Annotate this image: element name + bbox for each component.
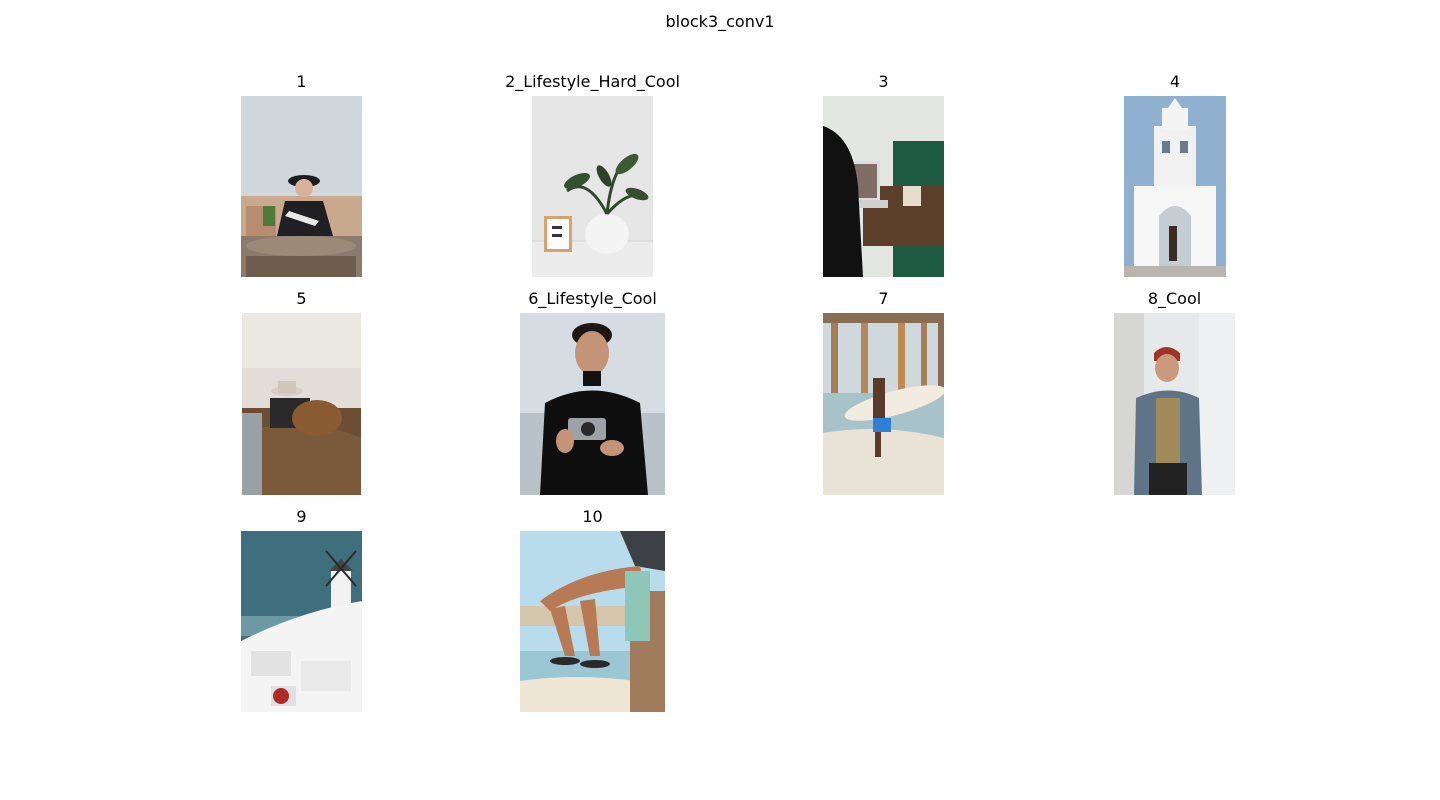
photo-bed-hat [242,313,361,495]
image-panel-9: 9 [241,507,362,712]
image-panel-6: 6_Lifestyle_Cool [520,289,665,495]
photo-surfer-pier [823,313,944,495]
image-panel-8: 8_Cool [1114,289,1235,495]
image-panel-4: 4 [1124,72,1226,277]
image-panel-1: 1 [241,72,362,277]
figure-title: block3_conv1 [665,12,775,31]
image-panel-10: 10 [520,507,665,712]
photo-laptop [823,96,944,277]
image-title: 7 [878,289,889,308]
image-title: 6_Lifestyle_Cool [528,289,657,308]
image-panel-2: 2_Lifestyle_Hard_Cool [505,72,680,277]
image-panel-7: 7 [823,289,944,495]
photo-bell-tower [1124,96,1226,277]
photo-windmill [241,531,362,712]
image-title: 9 [296,507,307,526]
image-title: 10 [582,507,603,526]
image-title: 4 [1169,72,1181,91]
image-panel-5: 5 [242,289,361,495]
image-title: 3 [878,72,889,91]
image-panel-3: 3 [823,72,944,277]
photo-legs-beach [520,531,665,712]
photo-man-beanie [1114,313,1235,495]
photo-woman-hat [241,96,362,277]
image-title: 2_Lifestyle_Hard_Cool [505,72,680,91]
photo-man-camera [520,313,665,495]
image-title: 8_Cool [1147,289,1202,308]
image-title: 5 [296,289,307,308]
image-title: 1 [296,72,307,91]
photo-plant [532,96,653,277]
